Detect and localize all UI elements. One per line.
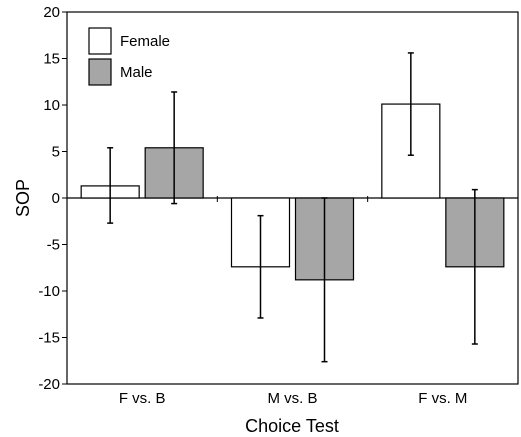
y-tick-label: 10 [43,97,60,114]
legend-label-female: Female [120,33,170,50]
legend: Female Male [88,27,170,86]
x-axis-ticks: F vs. B M vs. B F vs. M [119,196,519,407]
bars [80,103,505,281]
legend-label-male: Male [120,64,153,81]
y-tick-label: 5 [52,144,60,161]
y-axis-ticks: -20 -15 -10 -5 0 5 10 15 20 [38,4,67,393]
y-tick-label: 0 [52,190,60,207]
x-tick-label: M vs. B [267,390,317,407]
legend-swatch-male [88,58,112,86]
y-tick-label: 15 [43,51,60,68]
legend-swatch-female [88,27,112,55]
y-tick-label: -5 [47,237,60,254]
y-tick-label: -10 [38,283,60,300]
x-tick-label: F vs. M [418,390,467,407]
error-bars [107,52,478,363]
x-axis-title: Choice Test [245,416,339,436]
y-tick-label: 20 [43,4,60,21]
y-axis-title: SOP [13,179,33,217]
y-tick-label: -20 [38,376,60,393]
y-tick-label: -15 [38,330,60,347]
x-tick-label: F vs. B [119,390,166,407]
